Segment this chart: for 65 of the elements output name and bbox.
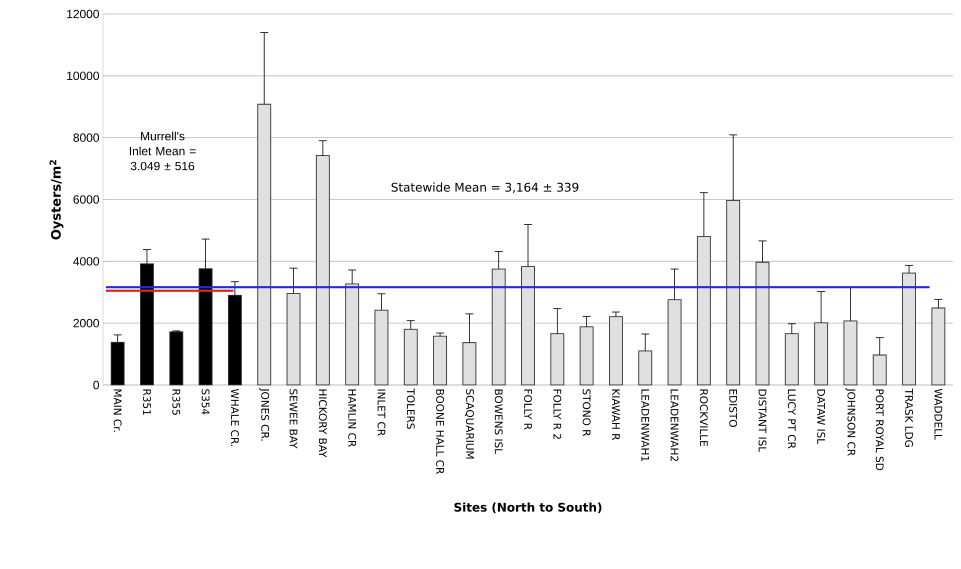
x-tick-label: PORT ROYAL SD [876, 390, 884, 470]
bar [433, 336, 448, 386]
bar [169, 331, 184, 386]
x-tick-label: R355 [172, 390, 180, 415]
x-tick-label: FOLLY R [524, 390, 532, 430]
bar [257, 104, 272, 386]
x-tick-label: INLET CR [378, 390, 386, 436]
x-tick-label: DATAW ISL [817, 390, 826, 444]
annotation: Murrell's Inlet Mean = 3.049 ± 516 [130, 132, 196, 170]
x-tick-label: BOWENS ISL [494, 390, 503, 454]
y-tick-label: 2000 [73, 318, 100, 328]
bar [580, 326, 594, 386]
bar [784, 333, 799, 386]
y-tick-label: 4000 [73, 257, 100, 266]
x-tick-label: WADDELL [934, 388, 942, 440]
y-tick-label: 12000 [67, 10, 100, 18]
bar [316, 155, 330, 386]
y-axis-title: Oysters/m$^{2}$ [50, 160, 64, 240]
x-tick-label: SCAQUARIUM [464, 389, 474, 458]
bar [521, 266, 535, 386]
bar [345, 283, 360, 386]
x-tick-label: HICKORY BAY [318, 390, 327, 458]
x-tick-label: JOHNSON CR [845, 388, 856, 456]
x-tick-label: TOLERS [406, 388, 415, 429]
x-axis-title: Sites (North to South) [454, 502, 602, 514]
bar [696, 236, 711, 386]
bar [608, 316, 623, 386]
x-tick-label: S354 [202, 389, 210, 415]
x-tick-label: MAIN Cr. [114, 390, 122, 432]
bar [726, 200, 740, 386]
bar [638, 350, 652, 386]
bar [872, 354, 887, 386]
x-tick-label: TRASK LDG [905, 388, 913, 447]
bar [843, 320, 858, 386]
y-tick-label: 10000 [67, 72, 100, 80]
x-tick-label: BOONE HALL CR [436, 390, 444, 474]
bar [462, 342, 476, 386]
x-tick-label: LEADENWAH2 [670, 390, 678, 461]
y-tick-label: 8000 [73, 133, 100, 142]
annotation: Statewide Mean = 3,164 ± 339 [392, 182, 578, 193]
bar [902, 272, 916, 386]
x-tick-label: FOLLY R 2 [553, 390, 562, 439]
bar [668, 299, 682, 386]
x-tick-label: SEWEE BAY [290, 389, 298, 449]
bar [931, 308, 946, 386]
y-tick-label: 0 [93, 380, 100, 390]
x-tick-label: JONES CR. [259, 388, 270, 441]
x-tick-label: STONO R [582, 389, 591, 436]
bar [492, 268, 506, 386]
bar [814, 322, 828, 386]
bar [550, 333, 564, 386]
bar [756, 262, 770, 386]
x-tick-label: LUCY PT CR [788, 390, 796, 449]
x-tick-label: KIAWAH R [612, 390, 620, 440]
x-tick-label: EDISTO [729, 390, 738, 427]
bar [404, 328, 418, 386]
bar [374, 310, 388, 386]
y-tick-label: 6000 [74, 195, 100, 204]
x-tick-label: HAMLIN CR [348, 390, 356, 447]
x-tick-label: WHALE CR. [230, 388, 239, 446]
x-tick-label: ROCKVILLE [700, 390, 708, 446]
x-tick-label: DISTANT ISL [758, 390, 766, 452]
x-tick-label: LEADENWAH1 [641, 390, 650, 462]
x-tick-label: R351 [143, 390, 151, 415]
bar [286, 293, 300, 386]
